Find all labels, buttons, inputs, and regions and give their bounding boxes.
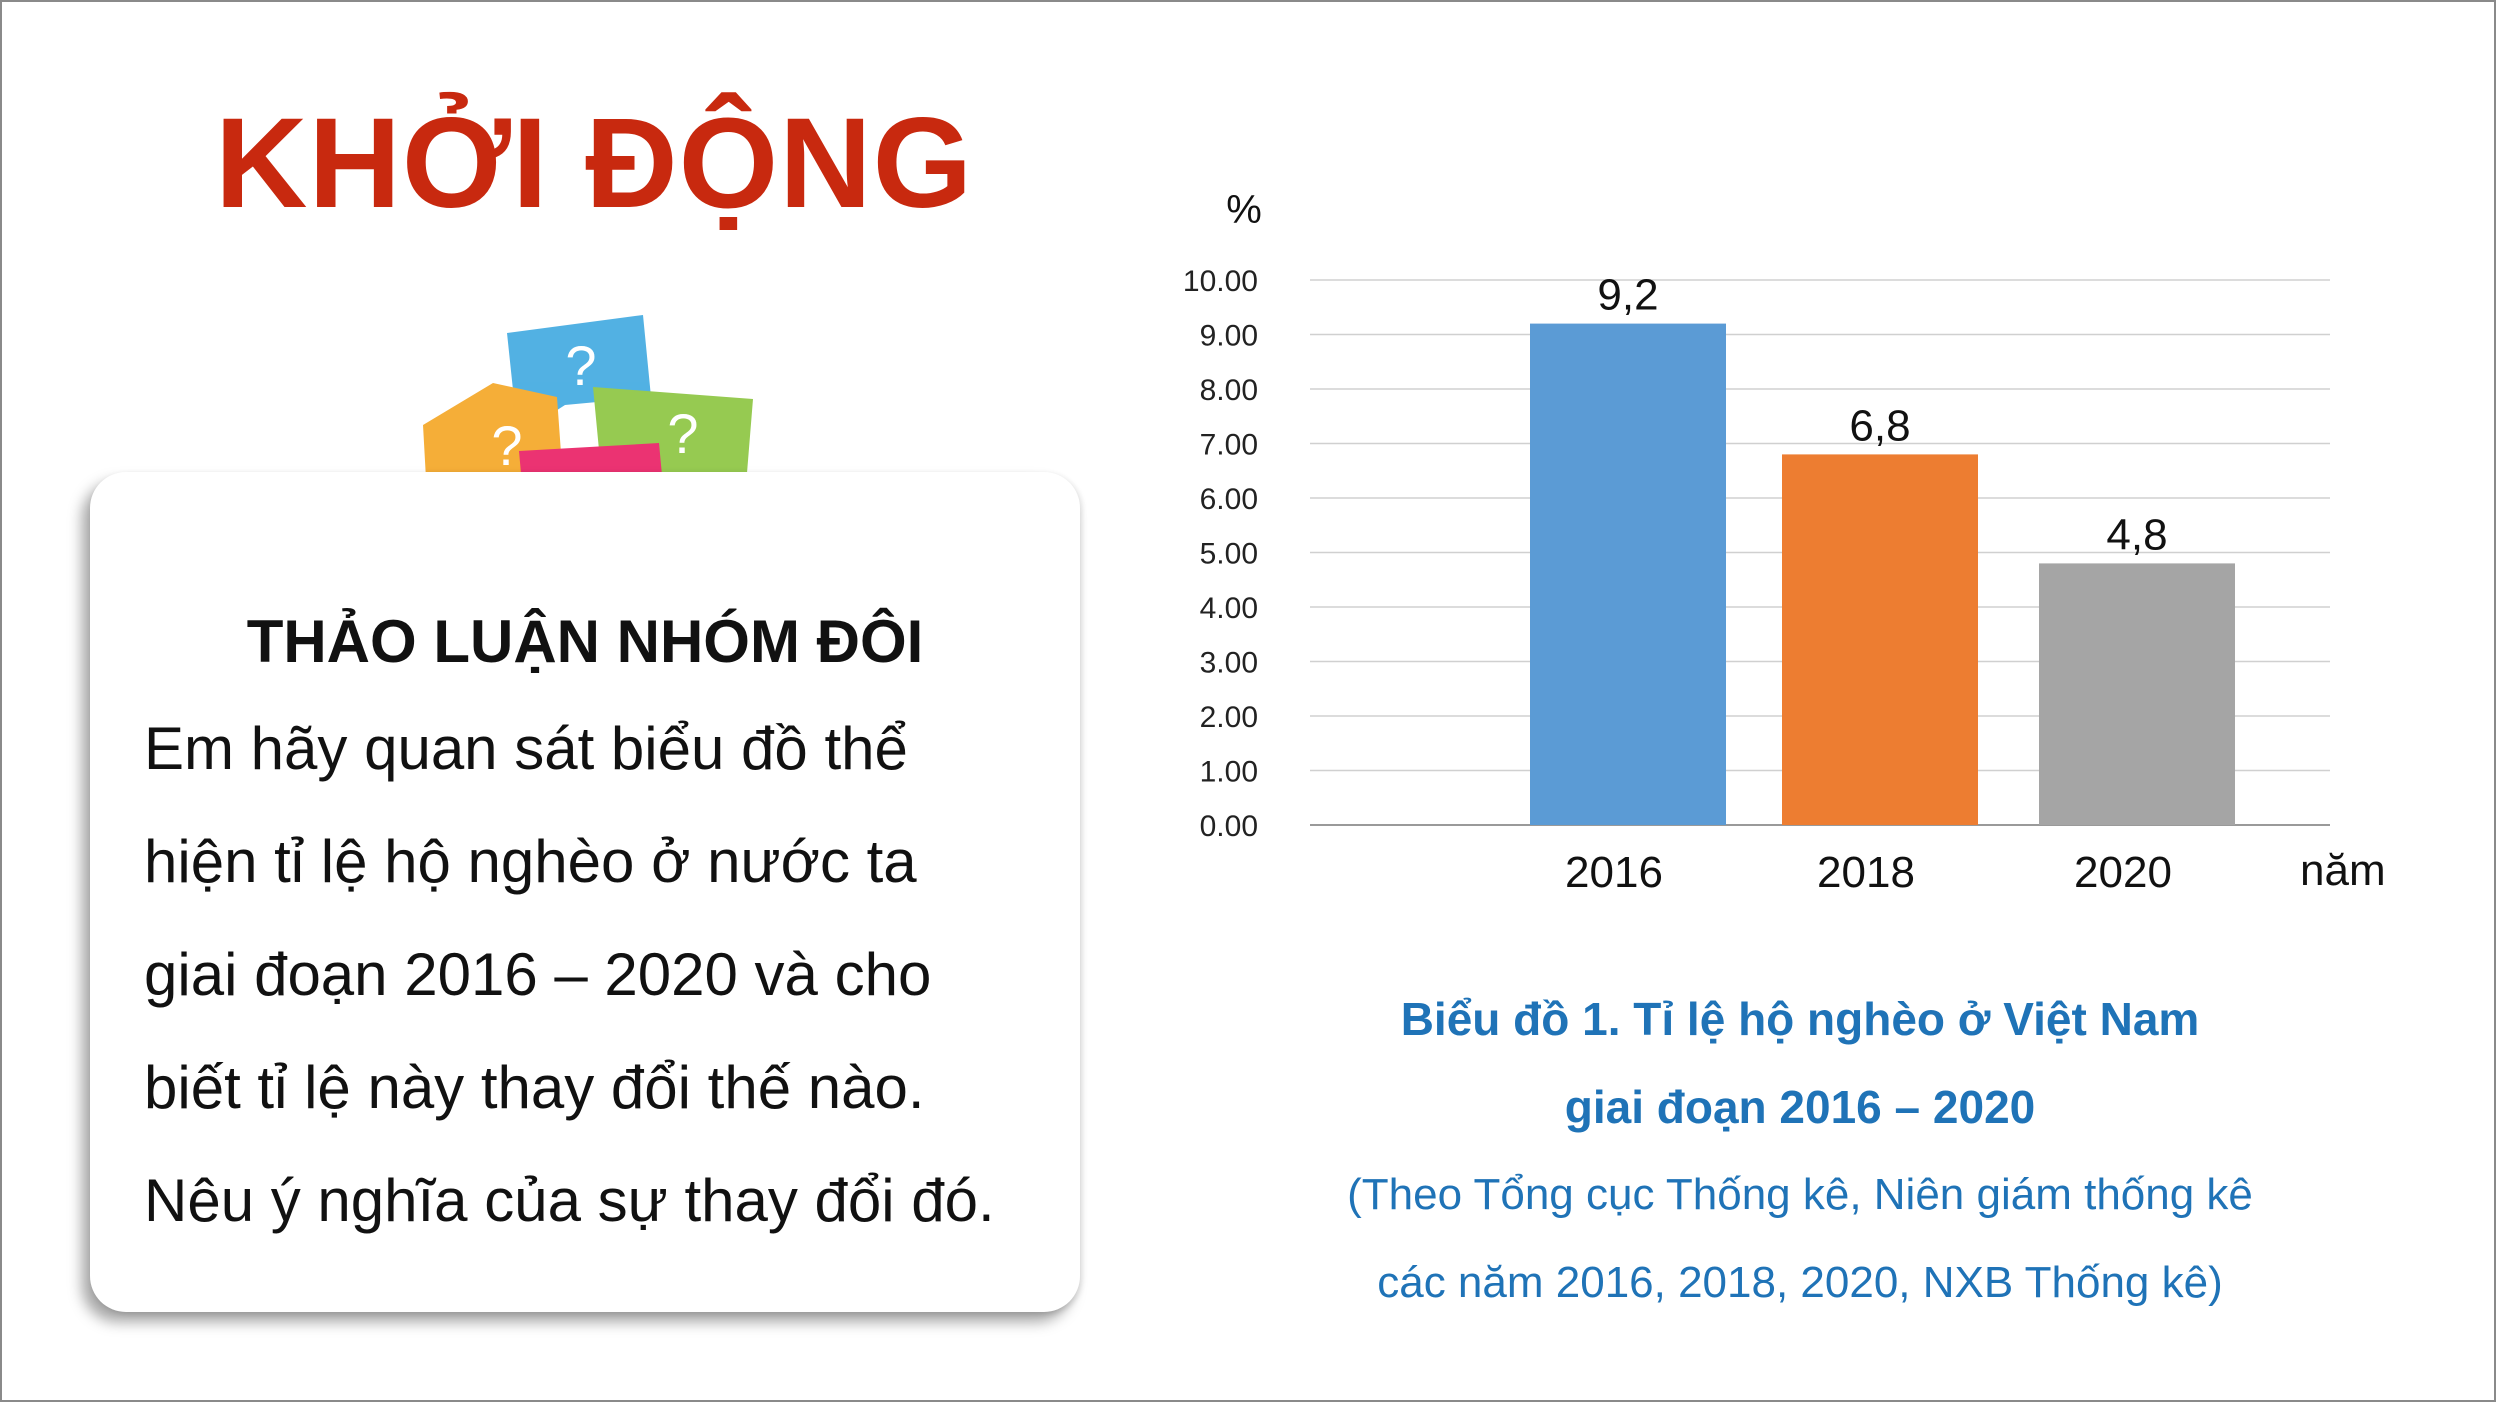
- data-label: 6,8: [1849, 401, 1910, 450]
- y-tick-label: 3.00: [1200, 647, 1258, 680]
- bar-2018: [1782, 454, 1978, 825]
- y-axis-label: %: [1226, 188, 1262, 232]
- y-tick-label: 6.00: [1200, 483, 1258, 516]
- card-body: Em hãy quan sát biểu đồ thể hiện tỉ lệ h…: [144, 692, 1044, 1257]
- y-tick-label: 4.00: [1200, 592, 1258, 625]
- bubble-mark-3: ?: [667, 402, 698, 465]
- bubble-mark-1: ?: [565, 334, 596, 397]
- x-tick-label: 2020: [2074, 848, 2172, 897]
- data-label: 9,2: [1597, 271, 1658, 320]
- data-label: 4,8: [2106, 510, 2167, 559]
- card-line: biết tỉ lệ này thay đổi thế nào.: [144, 1054, 925, 1121]
- card-line: Em hãy quan sát biểu đồ thể: [144, 715, 908, 782]
- y-tick-label: 5.00: [1200, 538, 1258, 571]
- chart-caption: Biểu đồ 1. Tỉ lệ hộ nghèo ở Việt Nam gia…: [1180, 975, 2420, 1327]
- card-line: giai đoạn 2016 – 2020 và cho: [144, 941, 932, 1008]
- y-tick-label: 0.00: [1200, 810, 1258, 843]
- card-heading: THẢO LUẬN NHÓM ĐÔI: [246, 608, 924, 675]
- x-tick-label: 2016: [1565, 848, 1663, 897]
- card-line: hiện tỉ lệ hộ nghèo ở nước ta: [144, 828, 917, 895]
- bar-2020: [2039, 563, 2235, 825]
- caption-source-line-2: các năm 2016, 2018, 2020, NXB Thống kê): [1377, 1258, 2223, 1307]
- bar-2016: [1530, 323, 1726, 825]
- bubble-mark-2: ?: [491, 414, 522, 477]
- y-tick-label: 7.00: [1200, 429, 1258, 462]
- poverty-rate-chart: 0.00 1.00 2.00 3.00 4.00 5.00 6.00 7.00 8.00 9.00…: [1183, 188, 2386, 897]
- x-axis-label: năm: [2300, 846, 2386, 895]
- y-tick-label: 10.00: [1183, 265, 1258, 298]
- caption-title-line-2: giai đoạn 2016 – 2020: [1564, 1081, 2036, 1133]
- caption-source-line-1: (Theo Tổng cục Thống kê, Niên giám thống…: [1347, 1170, 2253, 1219]
- y-tick-label: 9.00: [1200, 320, 1258, 353]
- page-title: KHỞI ĐỘNG: [215, 92, 974, 235]
- caption-title-line-1: Biểu đồ 1. Tỉ lệ hộ nghèo ở Việt Nam: [1400, 993, 2200, 1045]
- discussion-card: THẢO LUẬN NHÓM ĐÔI Em hãy quan sát biểu …: [90, 472, 1080, 1312]
- card-line: Nêu ý nghĩa của sự thay đổi đó.: [144, 1167, 995, 1234]
- y-tick-label: 2.00: [1200, 701, 1258, 734]
- y-tick-label: 1.00: [1200, 756, 1258, 789]
- x-tick-label: 2018: [1817, 848, 1915, 897]
- y-tick-label: 8.00: [1200, 374, 1258, 407]
